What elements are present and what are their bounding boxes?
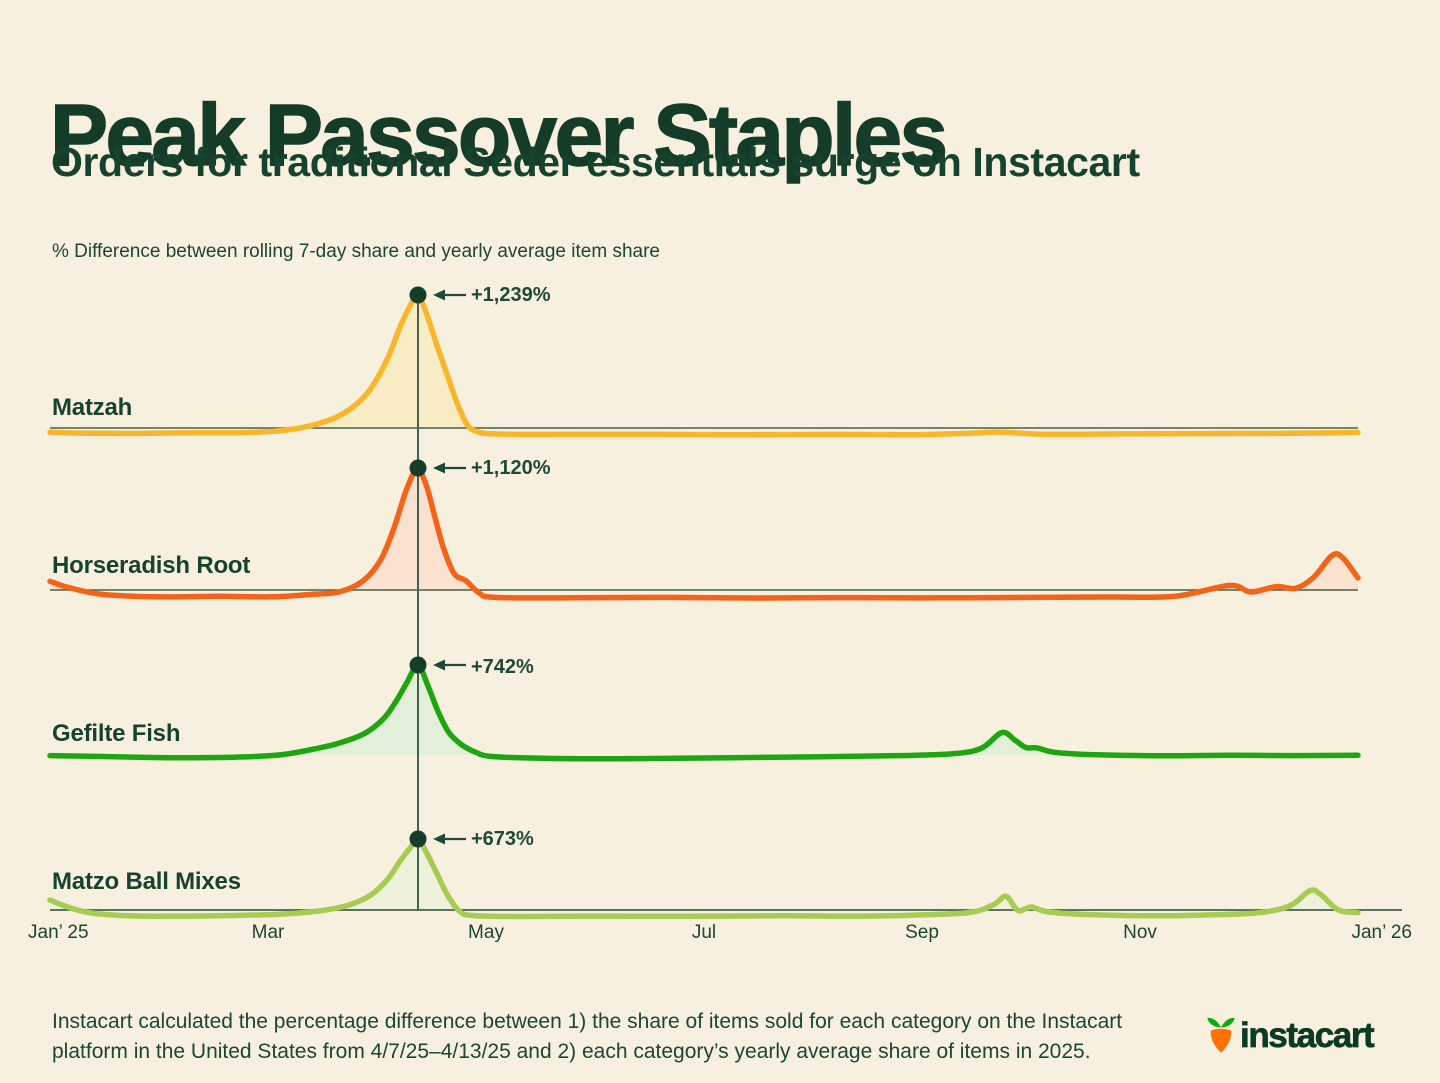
peak-annotation-horseradish-root: +1,120% xyxy=(471,457,551,479)
x-tick-jan-25: Jan’ 25 xyxy=(28,922,89,943)
peak-annotation-matzah: +1,239% xyxy=(471,284,551,306)
x-tick-jan-26: Jan’ 26 xyxy=(1351,922,1412,943)
x-tick-mar: Mar xyxy=(251,922,285,943)
peak-arrow-head-matzo-ball-mixes xyxy=(433,833,445,845)
x-tick-nov: Nov xyxy=(1123,922,1157,943)
peak-annotation-gefilte-fish: +742% xyxy=(471,656,534,678)
series-fill-matzah xyxy=(50,294,1358,429)
axis-note: % Difference between rolling 7-day share… xyxy=(52,241,660,262)
peak-dot-horseradish-root xyxy=(409,459,427,477)
peak-dot-matzo-ball-mixes xyxy=(409,830,427,848)
page-subtitle: Orders for traditional Seder essentials … xyxy=(51,139,1140,185)
peak-arrow-head-horseradish-root xyxy=(433,462,445,474)
series-line-horseradish-root xyxy=(47,464,1361,601)
peak-dot-gefilte-fish xyxy=(409,656,427,674)
peak-annotation-matzo-ball-mixes: +673% xyxy=(471,828,534,850)
series-label-gefilte-fish: Gefilte Fish xyxy=(52,720,181,747)
peak-arrow-head-gefilte-fish xyxy=(433,659,445,671)
chart-canvas xyxy=(47,286,1402,920)
x-tick-jul: Jul xyxy=(691,922,717,943)
series-fill-matzo-ball-mixes xyxy=(50,838,1358,912)
series-label-horseradish-root: Horseradish Root xyxy=(52,552,251,579)
instacart-wordmark: instacart xyxy=(1240,1015,1375,1055)
peak-dot-matzah xyxy=(409,286,427,304)
series-line-gefilte-fish xyxy=(47,662,1361,762)
series-label-matzah: Matzah xyxy=(52,394,133,421)
series-label-matzo-ball-mixes: Matzo Ball Mixes xyxy=(52,868,241,895)
carrot-icon xyxy=(1207,1017,1235,1053)
instacart-logo: instacart xyxy=(1204,1015,1375,1055)
series-line-matzah xyxy=(47,292,1361,438)
x-tick-may: May xyxy=(468,922,504,943)
series-fill-gefilte-fish xyxy=(50,664,1358,756)
peak-arrow-head-matzah xyxy=(433,289,445,301)
methodology-note: Instacart calculated the percentage diff… xyxy=(52,1010,1123,1063)
x-tick-sep: Sep xyxy=(905,922,939,943)
page-title: Peak Passover Staples xyxy=(49,87,949,185)
series-line-matzo-ball-mixes xyxy=(47,836,1361,920)
